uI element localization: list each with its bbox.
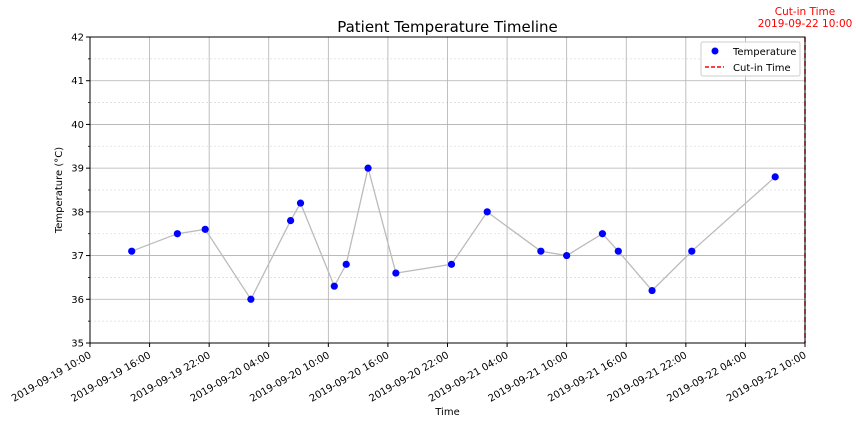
data-point [247, 295, 255, 303]
data-point [286, 217, 295, 225]
data-point [330, 282, 338, 290]
y-tick-label: 42 [71, 33, 84, 44]
data-point [128, 247, 136, 255]
data-point [688, 247, 696, 255]
y-tick-label: 38 [71, 207, 84, 218]
legend-marker-temperature [711, 47, 719, 55]
y-tick-label: 37 [71, 251, 84, 262]
y-tick-label: 39 [71, 164, 84, 175]
chart-title: Patient Temperature Timeline [337, 18, 558, 36]
grid [89, 36, 806, 344]
legend: Temperature Cut-in Time [700, 41, 801, 77]
data-point [614, 247, 622, 255]
y-tick-label: 36 [71, 295, 84, 306]
x-axis-label: Time [434, 407, 459, 418]
y-tick-label: 41 [71, 76, 84, 87]
y-tick-label: 40 [71, 120, 84, 131]
data-point [447, 260, 456, 268]
data-point [201, 225, 209, 233]
legend-label-temperature: Temperature [732, 47, 796, 58]
y-axis-ticks: 35 36 37 38 39 40 41 42 [71, 33, 90, 350]
y-tick-label: 35 [71, 339, 84, 350]
data-point [173, 230, 181, 238]
legend-label-cutin: Cut-in Time [733, 63, 791, 74]
data-point [648, 286, 656, 295]
data-point [771, 173, 779, 181]
data-point [537, 247, 545, 255]
cutin-annotation-time: 2019-09-22 10:00 [758, 18, 853, 30]
data-point [598, 230, 607, 238]
data-point [364, 164, 372, 172]
series-points [128, 164, 779, 303]
data-point [342, 260, 350, 268]
y-axis-label: Temperature (°C) [54, 147, 65, 234]
data-point [563, 251, 571, 260]
data-point [392, 269, 400, 277]
cutin-annotation-title: Cut-in Time [775, 6, 836, 18]
data-point [296, 199, 305, 207]
data-point [483, 208, 491, 216]
legend-box [700, 41, 801, 77]
